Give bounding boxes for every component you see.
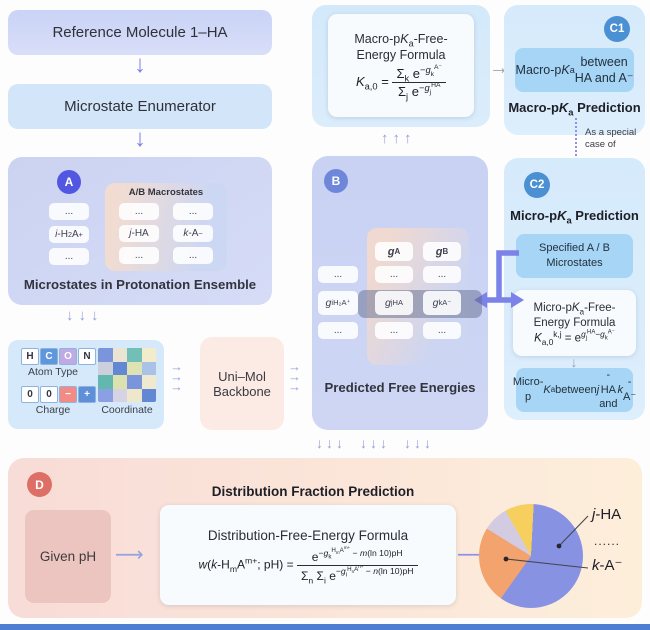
- atom-type-label: Atom Type: [28, 366, 78, 378]
- microstate-cell: ...: [49, 203, 89, 220]
- micro-formula-title: Micro-pKa-Free- Energy Formula: [533, 302, 616, 329]
- unimol-backbone-label: Uni–Mol Backbone: [213, 368, 271, 399]
- b-c2-connector: [474, 250, 524, 308]
- triple-down-arrows-icon: ↓↓↓: [66, 307, 104, 324]
- g-cell: ...: [423, 266, 461, 283]
- g-cell-j-ha: g j HA: [375, 291, 413, 315]
- g-cell: ...: [423, 322, 461, 339]
- microstate-cell-i-h2a: i -H 2 A +: [49, 226, 89, 243]
- panel-d-title: Distribution Fraction Prediction: [211, 484, 415, 499]
- microstate-cell: ...: [119, 247, 159, 264]
- given-ph-box: Given pH: [25, 510, 111, 603]
- panel-d: D Distribution Fraction Prediction Given…: [8, 458, 642, 618]
- bottom-blue-bar: [0, 624, 650, 630]
- g-cell: ...: [318, 322, 358, 339]
- micro-formula: Ka,0k,j = egjHA−gkA⁻: [534, 329, 615, 347]
- coordinate-label: Coordinate: [101, 404, 153, 416]
- triple-down-arrow-groups: ↓↓↓ ↓↓↓ ↓↓↓: [316, 435, 434, 451]
- unimol-backbone-box: Uni–Mol Backbone: [200, 337, 284, 430]
- pie-label-jha: j-HA: [592, 506, 622, 523]
- panel-a: A ... i -H 2 A + ... A/B Macrostates ... j -H…: [8, 157, 272, 305]
- badge-d: D: [27, 472, 52, 497]
- triple-down-arrows-icon: ↓↓↓: [404, 435, 434, 451]
- microstate-cell-j-ha: j -HA: [119, 225, 159, 242]
- g-cell-i-h2a: g i H₂A⁺: [318, 291, 358, 315]
- micro-formula-card: Micro-pKa-Free- Energy Formula Ka,0k,j = …: [513, 290, 636, 356]
- coordinate-grid: [98, 348, 156, 402]
- triple-right-arrows-icon: → → →: [288, 359, 301, 394]
- g-cell: ...: [375, 322, 413, 339]
- distribution-formula: w(k-HmAm+; pH) = e−gkHmAm+ − m(ln 10)pH Σ…: [198, 545, 418, 584]
- micro-pka-prediction-label: Micro-pKa Prediction: [510, 208, 639, 226]
- special-case-dotted-line: [575, 118, 577, 192]
- g-cell-k-a: g k A⁻: [423, 291, 461, 315]
- ab-macrostates-box: A/B Macrostates ... j -HA ... ... k -A − ..…: [105, 183, 227, 271]
- flow-down-arrow-icon: ↓: [134, 125, 146, 152]
- triple-up-arrows-icon: ↑↑↑: [381, 130, 416, 147]
- c2-down-arrow-icon: ↓: [570, 354, 578, 370]
- given-ph-arrow-icon: ⟶: [115, 544, 144, 566]
- distribution-formula-card: Distribution-Free-Energy Formula w(k-HmA…: [160, 505, 456, 605]
- macro-formula: Ka,0 = Σk e−gkA⁻ Σj e−gjHA: [356, 64, 447, 101]
- distribution-pie-chart: [479, 504, 583, 608]
- microstate-cell: ...: [49, 248, 89, 265]
- microstate-enumerator-label: Microstate Enumerator: [64, 98, 216, 115]
- ab-macrostates-title: A/B Macrostates: [128, 187, 204, 198]
- formula-to-pie-arrow-icon: ⟶: [457, 544, 486, 566]
- reference-molecule-box: Reference Molecule 1–HA: [8, 10, 272, 55]
- flow-down-arrow-icon: ↓: [134, 51, 146, 78]
- triple-down-arrows-icon: ↓↓↓: [316, 435, 346, 451]
- microstate-cell: ...: [119, 203, 159, 220]
- g-cell: ...: [375, 266, 413, 283]
- badge-c1: C1: [604, 16, 630, 42]
- reference-molecule-label: Reference Molecule 1–HA: [52, 24, 228, 41]
- specified-microstates-box: Specified A / B Microstates: [516, 234, 633, 278]
- badge-a: A: [57, 170, 81, 194]
- macro-formula-title: Macro-pKa-Free- Energy Formula: [354, 31, 448, 62]
- microstate-cell-k-a: k -A −: [173, 225, 213, 242]
- distribution-formula-title: Distribution-Free-Energy Formula: [207, 527, 409, 543]
- charge-row: 0 0− +: [21, 386, 97, 403]
- pie-label-ka: k-A⁻: [592, 557, 623, 574]
- macro-pka-prediction-label: Macro-pKa Prediction: [508, 100, 641, 118]
- charge-label: Charge: [35, 404, 71, 416]
- triple-right-arrows-icon: → → →: [170, 359, 183, 394]
- pie-leader-lines: [503, 515, 589, 569]
- microstate-enumerator-box: Microstate Enumerator: [8, 84, 272, 129]
- badge-c2: C2: [524, 172, 550, 198]
- macro-formula-card: Macro-pKa-Free- Energy Formula Ka,0 = Σk …: [328, 14, 474, 117]
- pie-label-dots: ......: [594, 534, 621, 548]
- badge-b: B: [324, 169, 348, 193]
- panel-b-caption: Predicted Free Energies: [324, 380, 476, 395]
- microstate-cell: ...: [173, 247, 213, 264]
- macro-formula-panel: Macro-pKa-Free- Energy Formula Ka,0 = Σk …: [312, 5, 490, 127]
- g-cell: ...: [318, 266, 358, 283]
- panel-a-caption: Microstates in Protonation Ensemble: [23, 277, 257, 292]
- triple-down-arrows-icon: ↓↓↓: [360, 435, 390, 451]
- special-case-note: As a special case of: [585, 127, 637, 151]
- microstate-cell: ...: [173, 203, 213, 220]
